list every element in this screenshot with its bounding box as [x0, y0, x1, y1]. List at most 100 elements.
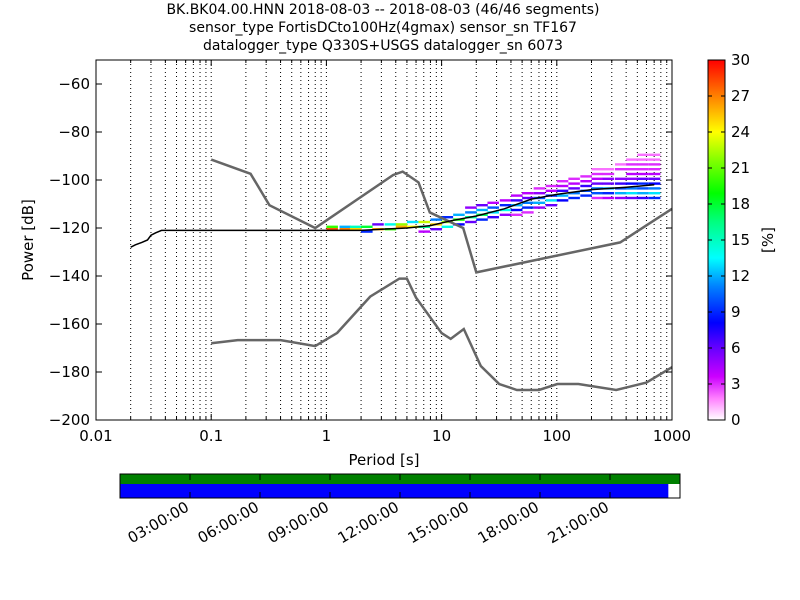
density-cell	[637, 153, 649, 156]
density-cell	[339, 228, 352, 231]
density-cell	[602, 172, 615, 176]
density-cell	[637, 177, 649, 180]
density-cells	[326, 153, 661, 233]
colorbar-tick-label: 3	[731, 375, 741, 393]
density-cell	[418, 220, 431, 224]
density-cell	[545, 184, 558, 188]
density-cell	[580, 184, 592, 188]
density-cell	[556, 180, 569, 183]
density-cell	[602, 177, 615, 180]
density-cell	[430, 228, 442, 231]
density-cell	[556, 194, 569, 197]
mode-line	[130, 184, 655, 248]
density-cell	[395, 223, 408, 226]
density-cell	[626, 192, 638, 195]
density-cell	[602, 196, 615, 200]
density-cell	[487, 206, 499, 209]
x-tick-label: 1000	[653, 427, 691, 445]
low-noise-model-line	[211, 277, 673, 392]
density-cell	[556, 184, 569, 188]
density-cell	[637, 158, 649, 161]
density-cell	[648, 177, 661, 180]
timeline-tick-label: 15:00:00	[405, 498, 472, 547]
density-cell	[522, 201, 534, 204]
density-cell	[637, 182, 649, 185]
x-tick-label: 1	[322, 427, 332, 445]
density-cell	[487, 216, 499, 219]
density-cell	[614, 187, 627, 190]
density-cell	[626, 172, 638, 176]
colorbar-label: [%]	[759, 227, 777, 253]
colorbar-tick-label: 9	[731, 303, 741, 321]
colorbar-tick-label: 18	[731, 195, 750, 213]
density-cell	[637, 163, 649, 166]
colorbar-tick-label: 0	[731, 411, 741, 429]
density-cell	[441, 225, 454, 228]
density-cell	[556, 189, 569, 192]
density-cell	[326, 225, 338, 228]
density-cell	[591, 192, 603, 195]
x-tick-label: 0.01	[79, 427, 112, 445]
density-cell	[476, 204, 488, 207]
density-cell	[522, 196, 534, 200]
density-cell	[406, 220, 419, 224]
density-cell	[487, 201, 499, 204]
colorbar-tick-label: 30	[731, 51, 750, 69]
density-cell	[648, 187, 661, 190]
density-cell	[339, 225, 352, 228]
density-cell	[637, 172, 649, 176]
x-tick-label: 10	[432, 427, 451, 445]
colorbar-tick-label: 12	[731, 267, 750, 285]
title-line-2: sensor_type FortisDCto100Hz(4gmax) senso…	[189, 20, 577, 36]
density-cell	[626, 158, 638, 161]
noise-models	[210, 158, 673, 392]
x-tick-label: 0.1	[199, 427, 223, 445]
density-cell	[499, 199, 512, 202]
density-cell	[637, 168, 649, 171]
density-cell	[614, 163, 627, 166]
y-tick-label: −120	[49, 219, 90, 237]
density-cell	[568, 196, 580, 200]
density-cell	[626, 187, 638, 190]
density-cell	[545, 189, 558, 192]
y-tick-label: −100	[49, 171, 90, 189]
density-cell	[648, 153, 661, 156]
colorbar-tick-label: 15	[731, 231, 750, 249]
density-cell	[418, 230, 431, 233]
density-cell	[361, 230, 373, 233]
density-cell	[626, 168, 638, 171]
timeline-tick-label: 09:00:00	[265, 498, 332, 547]
y-axis-label: Power [dB]	[19, 199, 37, 281]
density-cell	[568, 192, 580, 195]
density-cell	[614, 196, 627, 200]
density-cell	[568, 177, 580, 180]
density-cell	[591, 168, 603, 171]
y-tick-label: −60	[58, 75, 90, 93]
x-axis: 0.01 0.1 1 10 100 1000	[79, 60, 691, 445]
density-cell	[614, 192, 627, 195]
y-tick-label: −180	[49, 363, 90, 381]
density-cell	[372, 223, 384, 226]
density-cell	[533, 206, 546, 209]
density-cell	[556, 199, 569, 202]
density-cell	[453, 213, 465, 216]
density-cell	[626, 196, 638, 200]
density-cell	[580, 194, 592, 197]
density-cell	[648, 163, 661, 166]
density-cell	[465, 211, 477, 214]
timeline-tick-label: 06:00:00	[195, 498, 262, 547]
density-cell	[591, 177, 603, 180]
density-cell	[361, 225, 373, 228]
density-cell	[441, 216, 454, 219]
timeline-tick-label: 03:00:00	[125, 498, 192, 547]
y-tick-label: −160	[49, 315, 90, 333]
plot-grid	[130, 60, 668, 420]
density-cell	[580, 180, 592, 183]
density-cell	[510, 194, 523, 197]
plot-frame	[95, 59, 673, 421]
density-cell	[626, 177, 638, 180]
density-cell	[648, 192, 661, 195]
density-cell	[637, 196, 649, 200]
density-cell	[648, 172, 661, 176]
